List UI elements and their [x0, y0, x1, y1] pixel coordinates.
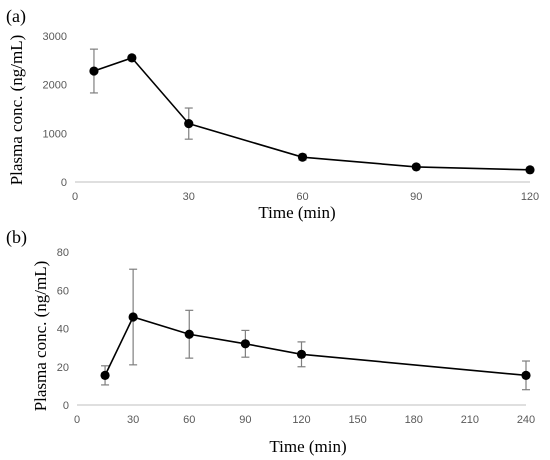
- panel-a-x-tick-label: 120: [521, 191, 539, 203]
- panel-b-data-point: [521, 370, 531, 380]
- panel-a-x-tick-label: 90: [410, 191, 422, 203]
- panel-a: (a) Plasma conc. (ng/mL) Time (min) 0 100…: [6, 6, 539, 222]
- panel-b-x-tick-label: 240: [517, 414, 535, 426]
- panel-b-x-tick-label: 120: [292, 414, 310, 426]
- panel-b-data-point: [100, 370, 110, 380]
- panel-b-data-point: [128, 312, 138, 322]
- panel-a-data-point: [411, 162, 421, 172]
- panel-b-x-tick-label: 180: [405, 414, 423, 426]
- panel-a-y-axis-label: Plasma conc. (ng/mL): [7, 35, 26, 186]
- panel-b-y-tick-label: 40: [57, 324, 69, 336]
- panel-b-label: (b): [6, 227, 27, 248]
- panel-a-x-axis-label: Time (min): [258, 203, 335, 222]
- panel-a-data-point: [89, 66, 99, 76]
- panel-a-data-point: [297, 152, 308, 162]
- panel-a-y-tick-label: 3000: [43, 31, 67, 43]
- panel-a-data-point: [127, 53, 137, 63]
- panel-b-y-axis-label: Plasma conc. (ng/mL): [31, 261, 50, 412]
- panel-b-x-tick-label: 210: [461, 414, 479, 426]
- panel-b-x-tick-label: 90: [239, 414, 251, 426]
- panel-b-y-tick-label: 80: [57, 247, 69, 259]
- panel-b-x-axis-label: Time (min): [269, 437, 346, 456]
- panel-a-series-line: [93, 56, 531, 171]
- panel-a-y-tick-label: 1000: [43, 128, 67, 140]
- panel-a-label: (a): [6, 6, 26, 27]
- panel-b: (b) Plasma conc. (ng/mL) Time (min) 0 20 4…: [6, 227, 535, 456]
- panel-b-series-line: [104, 316, 527, 377]
- panel-a-y-tick-label: 0: [61, 177, 67, 189]
- panel-b-y-tick-label: 20: [57, 362, 69, 374]
- panel-a-y-tick-label: 2000: [43, 80, 67, 92]
- panel-a-x-tick-label: 30: [183, 191, 195, 203]
- panel-b-x-tick-label: 150: [348, 414, 366, 426]
- panel-b-y-tick-label: 0: [63, 400, 69, 412]
- panel-b-x-tick-label: 0: [74, 414, 80, 426]
- panel-a-data-point: [184, 119, 194, 129]
- panel-b-data-point: [240, 339, 250, 349]
- panel-b-data-point: [184, 329, 194, 339]
- panel-a-data-point: [525, 165, 535, 175]
- panel-a-x-tick-label: 0: [72, 191, 78, 203]
- panel-b-x-tick-label: 30: [127, 414, 139, 426]
- panel-b-x-tick-label: 60: [183, 414, 195, 426]
- panel-b-y-tick-label: 60: [57, 285, 69, 297]
- panel-a-x-tick-label: 60: [296, 191, 308, 203]
- panel-b-data-point: [296, 349, 307, 359]
